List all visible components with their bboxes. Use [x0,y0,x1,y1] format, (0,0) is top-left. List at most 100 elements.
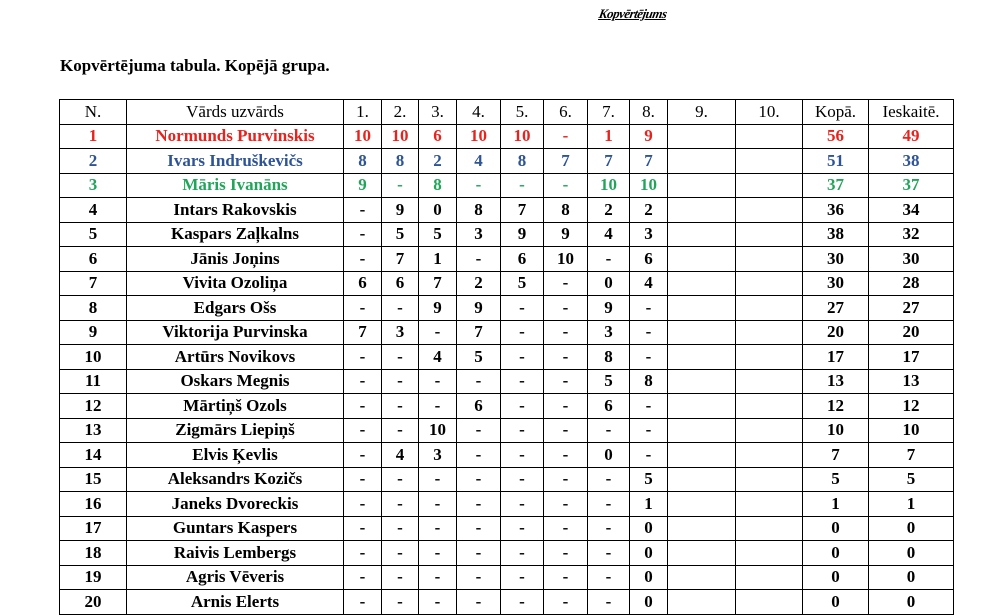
score-cell: - [456,442,501,468]
score-cell: - [543,491,588,517]
score-cell [667,515,736,541]
rank-cell: 18 [59,540,127,566]
score-cell: - [543,417,588,443]
score-cell: 10 [381,123,419,149]
score-cell: 0 [418,197,457,223]
column-header: 1. [343,99,382,125]
table-row: 14 Elvis Ķevlis -4 3- - -0-7 7 [59,442,954,468]
score-cell: - [343,589,382,615]
rank-cell: 6 [59,246,127,272]
score-cell: - [381,515,419,541]
rank-cell: 16 [59,491,127,517]
table-row: 20 Arnis Elerts - - - - - - -0 0 0 [59,589,954,615]
score-cell: 9 [587,295,630,321]
score-cell: - [543,319,588,345]
score-cell: - [629,442,668,468]
score-cell: - [543,368,588,394]
score-cell: - [500,295,544,321]
score-cell: - [381,540,419,566]
score-cell: 7 [456,319,501,345]
table-row: 9 Viktorija Purvinska 7 3-7- -3-20 20 [59,319,954,345]
score-cell: - [500,540,544,566]
player-name: Aleksandrs Kozičs [126,466,344,492]
rank-cell: 20 [59,589,127,615]
score-cell: 9 [381,197,419,223]
score-cell [735,417,803,443]
score-cell: 10 [802,417,869,443]
score-cell: 30 [802,270,869,296]
score-cell: 34 [868,197,954,223]
rank-cell: 4 [59,197,127,223]
player-name: Kaspars Zaļkalns [126,221,344,247]
score-cell: 3 [629,221,668,247]
score-cell: - [381,368,419,394]
rank-cell: 13 [59,417,127,443]
score-cell: 5 [868,466,954,492]
score-cell: - [456,540,501,566]
score-cell [735,123,803,149]
column-header: N. [59,99,127,125]
score-cell: - [500,491,544,517]
score-cell: 8 [418,172,457,198]
score-cell: - [418,393,457,419]
score-cell: 3 [381,319,419,345]
score-cell [667,491,736,517]
score-cell: - [500,319,544,345]
score-cell: 1 [418,246,457,272]
score-cell: - [500,368,544,394]
score-cell [667,393,736,419]
table-row: 5 Kaspars Zaļkalns -5 5 3 9 9 4 3 38 32 [59,221,954,247]
score-cell: 4 [587,221,630,247]
table-row: 6 Jānis Joņins -7 1-6 10-6 30 30 [59,246,954,272]
score-cell: - [418,368,457,394]
score-cell: 10 [629,172,668,198]
column-header: 7. [587,99,630,125]
score-cell: 10 [587,172,630,198]
score-cell: - [343,393,382,419]
player-name: Mārtiņš Ozols [126,393,344,419]
player-name: Oskars Megnis [126,368,344,394]
score-cell [735,246,803,272]
score-cell: - [500,564,544,590]
score-cell: 3 [456,221,501,247]
score-cell: - [543,564,588,590]
score-cell [735,221,803,247]
score-cell [667,466,736,492]
score-cell: 37 [868,172,954,198]
score-cell: - [418,515,457,541]
score-cell [735,515,803,541]
score-cell: 0 [802,564,869,590]
score-cell: 3 [418,442,457,468]
table-header-row: N. Vārds uzvārds 1. 2. 3. 4. 5. 6. 7. 8. 9. 10. Kopā… [59,99,954,125]
score-cell: - [543,295,588,321]
score-cell [667,540,736,566]
score-cell: 9 [543,221,588,247]
score-cell [667,172,736,198]
score-cell: 32 [868,221,954,247]
score-cell: 4 [418,344,457,370]
score-cell: - [456,589,501,615]
score-cell: 7 [868,442,954,468]
score-cell: 2 [587,197,630,223]
score-cell: - [381,491,419,517]
score-cell: 4 [629,270,668,296]
score-cell: 7 [343,319,382,345]
score-cell: - [418,564,457,590]
score-cell: - [629,295,668,321]
rank-cell: 15 [59,466,127,492]
score-cell: - [587,589,630,615]
score-cell: 2 [456,270,501,296]
score-cell: - [343,221,382,247]
score-cell: - [500,466,544,492]
score-cell: - [381,295,419,321]
rank-cell: 3 [59,172,127,198]
score-cell: 8 [543,197,588,223]
player-name: Māris Ivanāns [126,172,344,198]
table-row: 12 Mārtiņš Ozols - - -6- -6-12 12 [59,393,954,419]
score-cell: - [343,515,382,541]
score-cell [667,197,736,223]
score-cell: - [381,564,419,590]
score-cell: 13 [868,368,954,394]
column-header: 9. [667,99,736,125]
score-cell: - [543,540,588,566]
